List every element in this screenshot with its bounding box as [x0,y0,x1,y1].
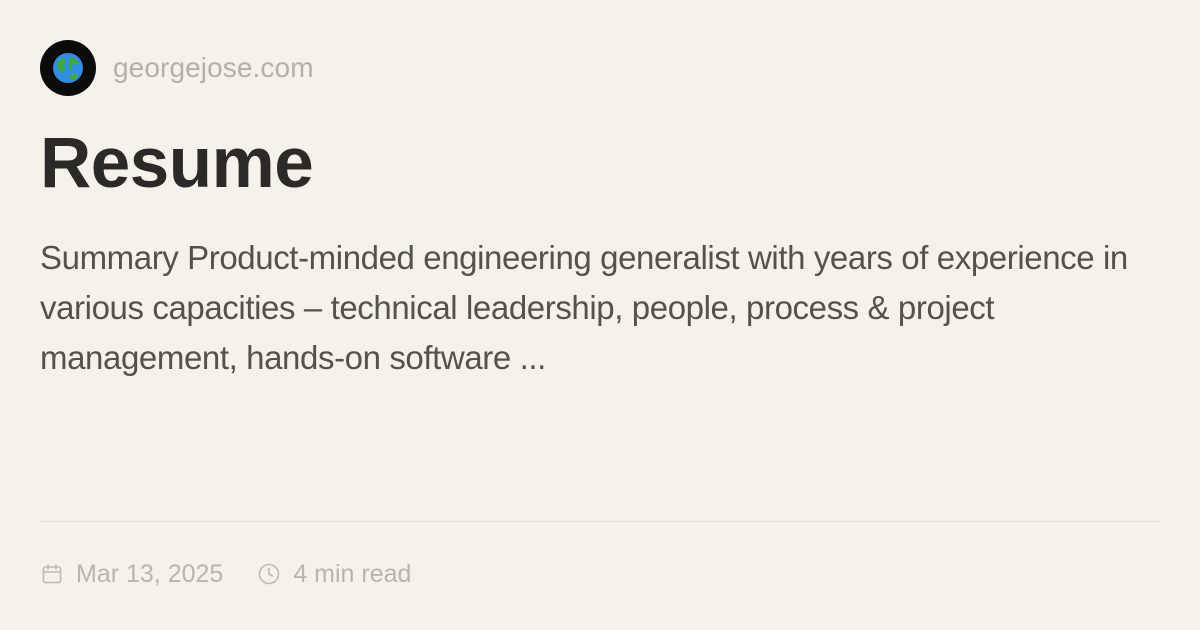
globe-icon [53,53,83,83]
site-header[interactable]: georgejose.com [40,40,314,96]
divider [40,521,1160,522]
site-name[interactable]: georgejose.com [113,52,314,83]
read-time: 4 min read [257,560,411,589]
read-time-text: 4 min read [293,559,412,588]
avatar[interactable] [40,40,96,96]
post-date: Mar 13, 2025 [40,560,223,589]
post-meta: Mar 13, 2025 4 min read [40,556,411,592]
clock-icon [257,562,281,586]
post-date-text: Mar 13, 2025 [76,559,224,588]
page-title: Resume [40,124,314,203]
post-summary: Summary Product-minded engineering gener… [40,239,1128,376]
calendar-icon [40,562,64,586]
